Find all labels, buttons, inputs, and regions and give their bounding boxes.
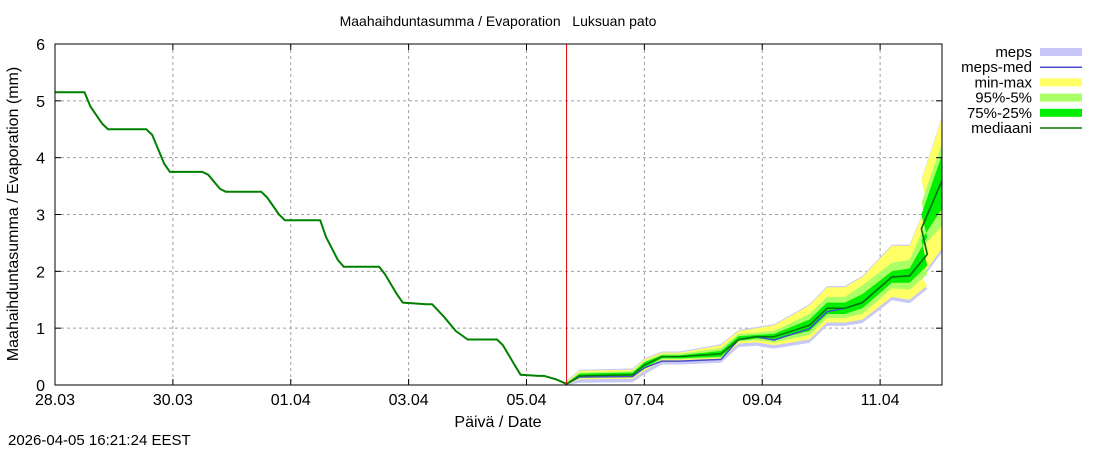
y-tick-label: 6: [36, 37, 45, 54]
y-tick-label: 2: [36, 264, 45, 281]
y-tick-label: 0: [36, 378, 45, 395]
legend-label: min-max: [974, 74, 1032, 91]
forecast-bands: [566, 116, 942, 386]
x-axis-label: Päivä / Date: [454, 414, 541, 431]
forecast-median-line: [566, 180, 943, 385]
legend-label: mediaani: [971, 120, 1032, 137]
chart-title: Maahaihduntasumma / Evaporation Luksuan …: [340, 13, 657, 29]
legend-swatch: [1040, 108, 1082, 117]
legend-swatch: [1040, 48, 1082, 56]
observed-line: [55, 91, 567, 385]
y-tick-label: 5: [36, 94, 45, 111]
x-axis-ticks: 28.03 30.03 01.04 03.04 05.04 07.04 09.04 11.04: [35, 44, 900, 409]
y-tick-label: 4: [36, 151, 45, 168]
legend-swatch: [1040, 78, 1082, 87]
series-lines: [55, 91, 943, 385]
x-tick-label: 09.04: [742, 392, 782, 409]
legend-label: 95%-5%: [975, 90, 1032, 107]
timestamp: 2026-04-05 16:21:24 EEST: [8, 432, 191, 449]
x-tick-label: 07.04: [624, 392, 664, 409]
x-tick-label: 05.04: [506, 392, 546, 409]
legend-swatch: [1040, 93, 1082, 102]
x-tick-label: 11.04: [861, 392, 900, 409]
y-tick-label: 1: [36, 321, 45, 338]
x-tick-label: 30.03: [153, 392, 193, 409]
legend-label: meps: [995, 44, 1032, 61]
legend-label: meps-med: [961, 59, 1032, 76]
x-tick-label: 28.03: [35, 392, 75, 409]
x-tick-label: 01.04: [271, 392, 311, 409]
y-tick-label: 3: [36, 208, 45, 225]
y-axis-ticks: 0 1 2 3 4 5 6: [36, 37, 942, 395]
meps-band: [566, 116, 942, 385]
legend-label: 75%-25%: [967, 105, 1032, 122]
y-axis-label: Maahaihduntasumma / Evaporation (mm): [5, 67, 22, 361]
min-max-band: [566, 117, 942, 386]
x-tick-label: 03.04: [389, 392, 429, 409]
